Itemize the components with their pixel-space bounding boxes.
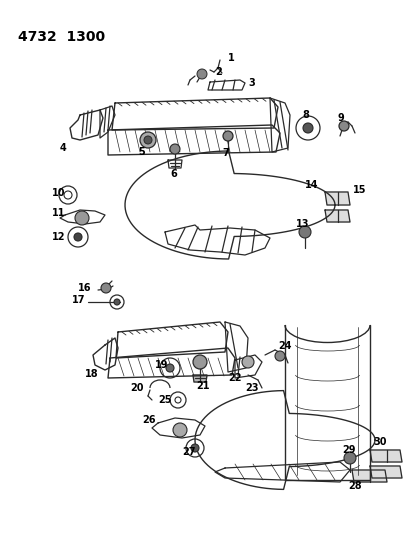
Polygon shape (325, 210, 350, 222)
Text: 11: 11 (52, 208, 66, 218)
Text: 15: 15 (353, 185, 366, 195)
Text: 28: 28 (348, 481, 361, 491)
Text: 7: 7 (222, 148, 229, 158)
Text: 23: 23 (245, 383, 259, 393)
Text: 30: 30 (373, 437, 387, 447)
Text: 26: 26 (142, 415, 155, 425)
Text: 5: 5 (138, 147, 145, 157)
Text: 4732  1300: 4732 1300 (18, 30, 105, 44)
Text: 25: 25 (158, 395, 171, 405)
Circle shape (299, 226, 311, 238)
Text: 3: 3 (248, 78, 255, 88)
Circle shape (114, 299, 120, 305)
Circle shape (140, 132, 156, 148)
Text: 10: 10 (52, 188, 66, 198)
Circle shape (101, 283, 111, 293)
Text: 20: 20 (130, 383, 144, 393)
Polygon shape (193, 375, 207, 382)
Text: 1: 1 (228, 53, 235, 63)
Text: 2: 2 (215, 67, 222, 77)
Text: 8: 8 (302, 110, 309, 120)
Text: 18: 18 (85, 369, 99, 379)
Text: 29: 29 (342, 445, 355, 455)
Circle shape (74, 233, 82, 241)
Text: 9: 9 (338, 113, 345, 123)
Text: 12: 12 (52, 232, 66, 242)
Circle shape (144, 136, 152, 144)
Text: 27: 27 (182, 447, 195, 457)
Circle shape (173, 423, 187, 437)
Polygon shape (352, 470, 387, 482)
Polygon shape (370, 450, 402, 462)
Circle shape (166, 364, 174, 372)
Text: 13: 13 (296, 219, 310, 229)
Text: 21: 21 (196, 381, 209, 391)
Circle shape (75, 211, 89, 225)
Text: 17: 17 (72, 295, 86, 305)
Circle shape (344, 452, 356, 464)
Text: 4: 4 (60, 143, 67, 153)
Text: 22: 22 (228, 373, 242, 383)
Text: 19: 19 (155, 360, 169, 370)
Circle shape (170, 144, 180, 154)
Text: 6: 6 (170, 169, 177, 179)
Circle shape (303, 123, 313, 133)
Polygon shape (370, 466, 402, 478)
Text: 16: 16 (78, 283, 91, 293)
Circle shape (223, 131, 233, 141)
Circle shape (339, 121, 349, 131)
Circle shape (193, 355, 207, 369)
Circle shape (242, 356, 254, 368)
Text: 14: 14 (304, 180, 318, 190)
Circle shape (197, 69, 207, 79)
Text: 24: 24 (278, 341, 291, 351)
Circle shape (191, 444, 199, 452)
Polygon shape (325, 192, 350, 205)
Circle shape (275, 351, 285, 361)
